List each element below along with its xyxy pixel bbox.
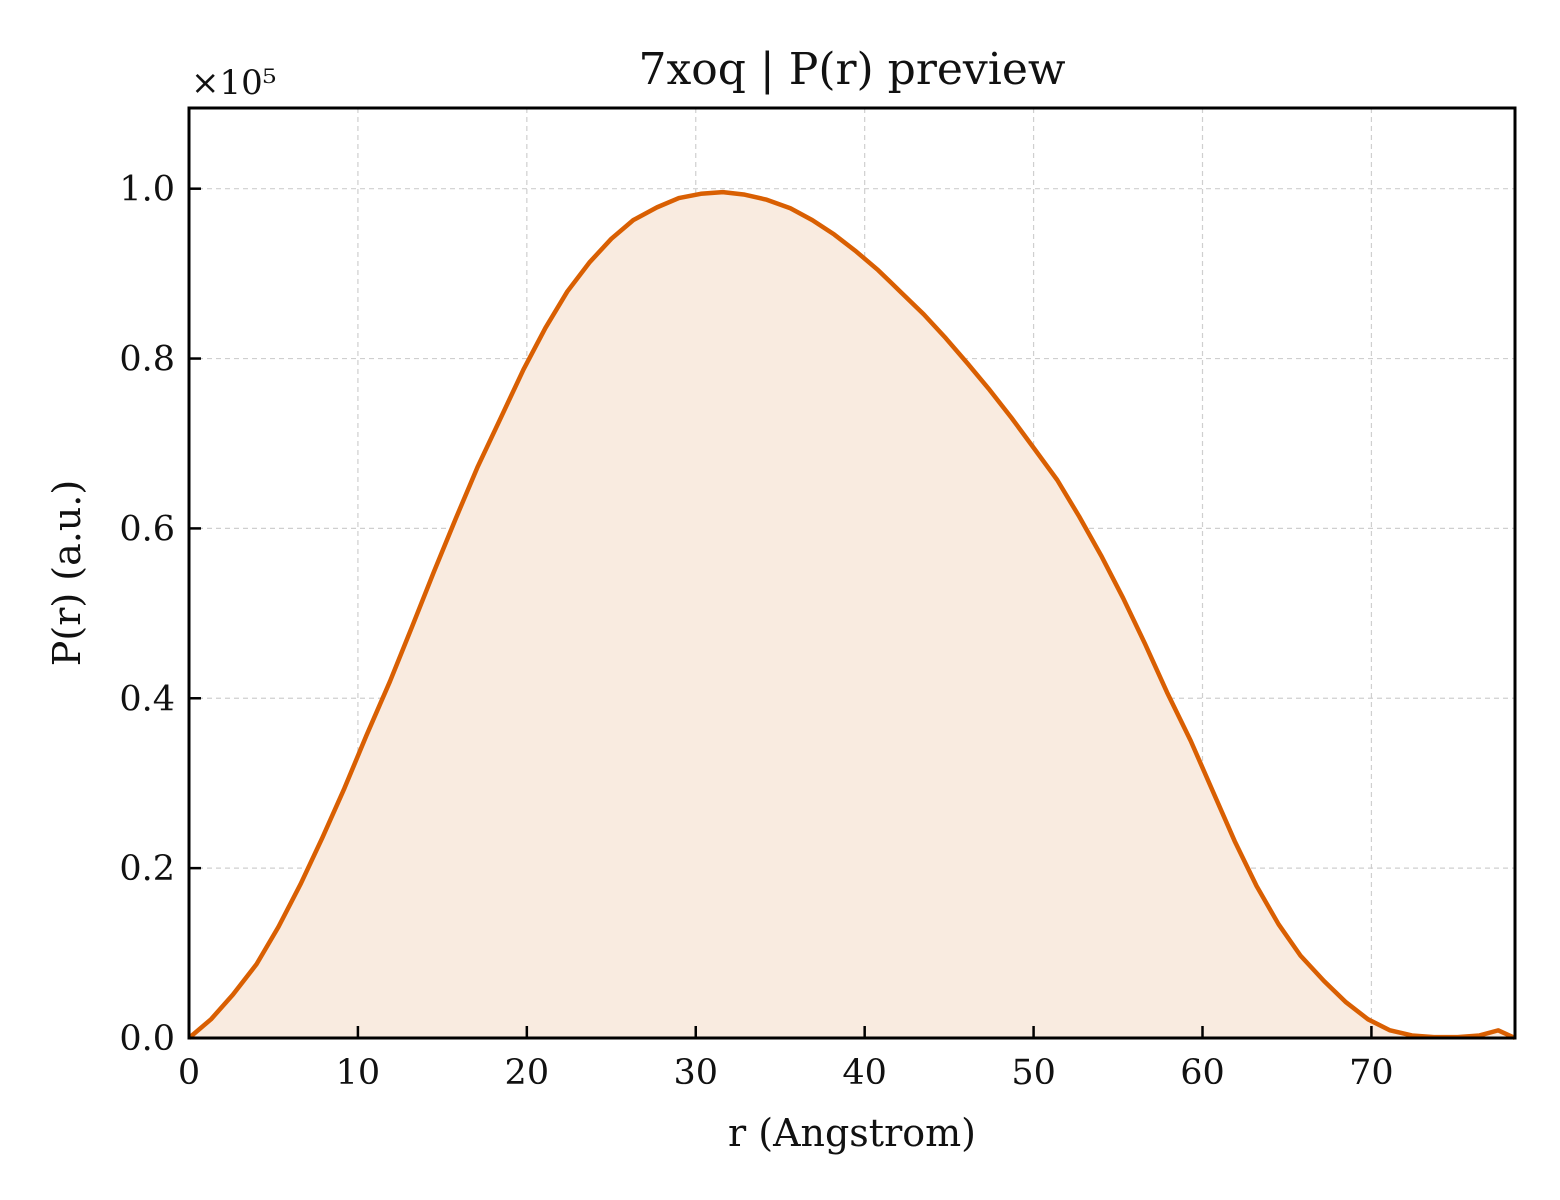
y-tick-label: 1.0	[119, 170, 175, 210]
y-tick-label: 0.0	[119, 1019, 175, 1059]
plot-frame	[187, 106, 1517, 1040]
x-tick-label: 50	[1011, 1053, 1056, 1093]
axis-ticks: 0 10 20 30 40 50 60 70 0.0 0.2 0.4 0.6 0.8 1.0	[119, 170, 1393, 1093]
x-tick-label: 40	[842, 1053, 887, 1093]
x-tick-label: 60	[1180, 1053, 1225, 1093]
chart-title: 7xoq | P(r) preview	[638, 44, 1065, 95]
x-tick-label: 20	[505, 1053, 550, 1093]
x-tick-label: 30	[673, 1053, 718, 1093]
x-axis-label: r (Angstrom)	[728, 1111, 976, 1155]
x-tick-label: 70	[1349, 1053, 1394, 1093]
y-tick-label: 0.6	[119, 509, 175, 549]
pr-curve-line	[187, 189, 1516, 1041]
x-tick-label: 0	[178, 1053, 200, 1093]
y-tick-label: 0.2	[119, 849, 175, 889]
y-axis-label: P(r) (a.u.)	[45, 480, 89, 666]
pr-area-fill	[189, 192, 1515, 1038]
y-axis-multiplier: ×10⁵	[191, 63, 276, 103]
x-tick-label: 10	[336, 1053, 381, 1093]
y-tick-label: 0.4	[119, 679, 175, 719]
y-tick-label: 0.8	[119, 340, 175, 380]
